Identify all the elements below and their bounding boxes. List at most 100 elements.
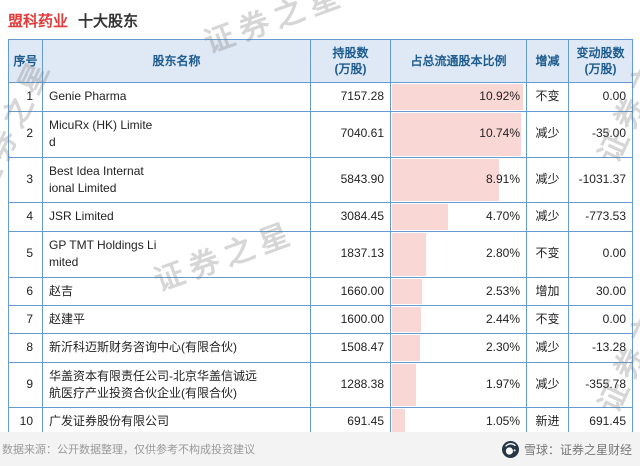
table-row: 4 JSR Limited 3084.45 4.70% 减少 -773.53 <box>8 202 633 232</box>
table-row: 2 MicuRx (HK) Limite d 7040.61 10.74% 减少… <box>8 110 633 158</box>
header-shares: 持股数 (万股) <box>310 38 391 84</box>
row-index: 1 <box>8 82 43 112</box>
pct-cell: 2.53% <box>390 276 527 306</box>
change-shares: 30.00 <box>568 276 633 306</box>
shareholder-name: 赵吉 <box>42 276 311 306</box>
row-index: 5 <box>8 230 43 278</box>
shares-held: 691.45 <box>310 407 391 437</box>
shareholder-name: JSR Limited <box>42 202 311 232</box>
table-row: 8 新沂科迈斯财务咨询中心(有限合伙) 1508.47 2.30% 减少 -13… <box>8 333 633 363</box>
header-index: 序号 <box>8 38 43 84</box>
shares-held: 1660.00 <box>310 276 391 306</box>
pct-bar <box>392 278 423 304</box>
shares-held: 1600.00 <box>310 304 391 335</box>
trend-label: 增加 <box>526 276 569 306</box>
shares-held: 7157.28 <box>310 82 391 112</box>
row-index: 9 <box>8 361 43 409</box>
pct-label: 2.44% <box>485 311 520 326</box>
pct-label: 1.97% <box>485 377 520 392</box>
shareholder-name: MicuRx (HK) Limite d <box>42 110 311 158</box>
shareholder-name: Genie Pharma <box>42 82 311 112</box>
change-shares: -13.28 <box>568 333 633 363</box>
trend-label: 不变 <box>526 82 569 112</box>
pct-bar <box>392 112 521 156</box>
trend-label: 减少 <box>526 156 569 204</box>
table-header-row: 序号 股东名称 持股数 (万股) 占总流通股本比例 增减 变动股数 (万股) <box>8 38 633 84</box>
pct-cell: 1.97% <box>390 361 527 409</box>
footer: 数据来源：公开数据整理，仅供参考不构成投资建议 雪球：证券之星财经 <box>0 432 640 466</box>
pct-bar <box>392 204 449 230</box>
data-source-note: 数据来源：公开数据整理，仅供参考不构成投资建议 <box>2 444 255 456</box>
pct-cell: 2.44% <box>390 304 527 335</box>
pct-cell: 2.30% <box>390 333 527 363</box>
page-title: 盟科药业 十大股东 <box>0 0 640 39</box>
pct-cell: 2.80% <box>390 230 527 278</box>
table-row: 7 赵建平 1600.00 2.44% 不变 0.00 <box>8 304 633 335</box>
pct-bar <box>392 409 405 435</box>
trend-label: 不变 <box>526 304 569 335</box>
header-trend: 增减 <box>526 38 569 84</box>
pct-label: 10.92% <box>479 89 520 104</box>
shares-held: 3084.45 <box>310 202 391 232</box>
pct-bar <box>392 363 416 407</box>
pct-cell: 4.70% <box>390 202 527 232</box>
change-shares: 0.00 <box>568 230 633 278</box>
shareholder-name: GP TMT Holdings Li mited <box>42 230 311 278</box>
table-row: 9 华盖资本有限责任公司-北京华盖信诚远 航医疗产业投资合伙企业(有限合伙) 1… <box>8 361 633 409</box>
header-name: 股东名称 <box>42 38 311 84</box>
pct-bar <box>392 232 426 276</box>
pct-cell: 10.74% <box>390 110 527 158</box>
row-index: 8 <box>8 333 43 363</box>
table-row: 1 Genie Pharma 7157.28 10.92% 不变 0.00 <box>8 82 633 112</box>
change-shares: 0.00 <box>568 304 633 335</box>
pct-label: 8.91% <box>485 172 520 187</box>
header-change: 变动股数 (万股) <box>568 38 633 84</box>
pct-label: 10.74% <box>479 126 520 141</box>
brand-label: 雪球：证券之星财经 <box>523 442 632 457</box>
shares-held: 7040.61 <box>310 110 391 158</box>
shareholder-name: 新沂科迈斯财务咨询中心(有限合伙) <box>42 333 311 363</box>
pct-bar <box>392 158 499 202</box>
shareholders-table: 序号 股东名称 持股数 (万股) 占总流通股本比例 增减 变动股数 (万股) 1… <box>8 38 633 437</box>
row-index: 4 <box>8 202 43 232</box>
pct-label: 2.30% <box>485 340 520 355</box>
row-index: 10 <box>8 407 43 437</box>
table-row: 10 广发证券股份有限公司 691.45 1.05% 新进 691.45 <box>8 407 633 437</box>
shareholder-name: Best Idea Internat ional Limited <box>42 156 311 204</box>
pct-label: 2.80% <box>485 246 520 261</box>
company-name: 盟科药业 <box>8 13 69 30</box>
table-row: 5 GP TMT Holdings Li mited 1837.13 2.80%… <box>8 230 633 278</box>
pct-bar <box>392 306 422 333</box>
table-row: 3 Best Idea Internat ional Limited 5843.… <box>8 156 633 204</box>
change-shares: -35.00 <box>568 110 633 158</box>
table-body: 1 Genie Pharma 7157.28 10.92% 不变 0.00 2 … <box>8 82 633 437</box>
change-shares: 691.45 <box>568 407 633 437</box>
xueqiu-logo-icon <box>501 440 519 458</box>
pct-cell: 10.92% <box>390 82 527 112</box>
shares-held: 1508.47 <box>310 333 391 363</box>
trend-label: 新进 <box>526 407 569 437</box>
shares-held: 5843.90 <box>310 156 391 204</box>
pct-cell: 8.91% <box>390 156 527 204</box>
change-shares: 0.00 <box>568 82 633 112</box>
pct-bar <box>392 335 420 361</box>
change-shares: -1031.37 <box>568 156 633 204</box>
pct-label: 1.05% <box>485 414 520 429</box>
change-shares: -355.78 <box>568 361 633 409</box>
shareholder-name: 赵建平 <box>42 304 311 335</box>
pct-label: 2.53% <box>485 283 520 298</box>
brand-badge: 雪球：证券之星财经 <box>501 440 632 458</box>
shares-held: 1837.13 <box>310 230 391 278</box>
shareholder-name: 广发证券股份有限公司 <box>42 407 311 437</box>
header-pct: 占总流通股本比例 <box>390 38 527 84</box>
trend-label: 减少 <box>526 110 569 158</box>
shares-held: 1288.38 <box>310 361 391 409</box>
table-row: 6 赵吉 1660.00 2.53% 增加 30.00 <box>8 276 633 306</box>
row-index: 2 <box>8 110 43 158</box>
row-index: 3 <box>8 156 43 204</box>
pct-bar <box>392 84 523 110</box>
trend-label: 减少 <box>526 361 569 409</box>
shareholder-name: 华盖资本有限责任公司-北京华盖信诚远 航医疗产业投资合伙企业(有限合伙) <box>42 361 311 409</box>
row-index: 6 <box>8 276 43 306</box>
